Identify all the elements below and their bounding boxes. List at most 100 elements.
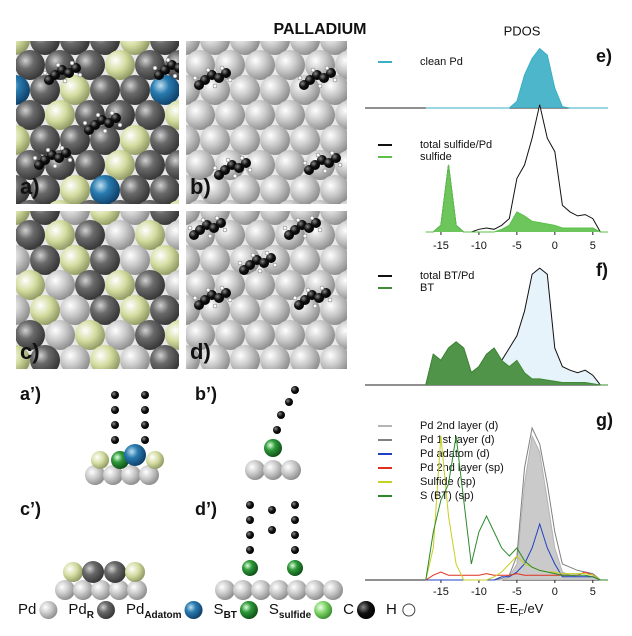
atom (15, 295, 30, 325)
atom (52, 163, 58, 169)
atom (32, 155, 38, 161)
atom (268, 526, 276, 534)
legend-label: H (386, 601, 397, 618)
atom (260, 210, 290, 225)
atom (305, 320, 335, 350)
atom (135, 0, 165, 30)
atom (263, 460, 283, 480)
atom (90, 125, 120, 155)
atom (264, 250, 270, 256)
atom (0, 200, 15, 230)
legend-label: total BT/Pd (420, 270, 474, 282)
atom (245, 270, 275, 300)
atom (350, 125, 380, 155)
atom (55, 62, 61, 68)
atom (227, 297, 233, 303)
atom (278, 200, 302, 205)
atom (30, 125, 60, 155)
atom (222, 227, 228, 233)
atom (150, 175, 180, 205)
atom (237, 260, 243, 266)
atom (338, 200, 348, 205)
atom (141, 436, 149, 444)
legend-label: Pd adatom (d) (420, 448, 490, 460)
atom (18, 200, 42, 205)
atom (105, 270, 135, 300)
atom (135, 100, 165, 130)
atom (312, 303, 318, 309)
atom (205, 67, 211, 73)
atom (90, 295, 120, 325)
atom (121, 465, 141, 485)
atom (185, 150, 215, 180)
panel-label: c’) (20, 499, 41, 519)
atom (185, 50, 215, 80)
atom (120, 40, 150, 55)
atom (15, 270, 45, 300)
atom (264, 439, 282, 457)
atom (138, 200, 162, 205)
atom (63, 562, 83, 582)
legend-label: Ssulfide (269, 601, 312, 621)
atom (305, 580, 325, 600)
atom (239, 155, 245, 161)
atom (78, 200, 102, 205)
atom (45, 270, 75, 300)
atom (246, 501, 254, 509)
atom (275, 100, 305, 130)
atom (320, 125, 348, 155)
atom (200, 125, 230, 155)
atom (335, 320, 348, 350)
atom (141, 391, 149, 399)
atom (30, 245, 60, 275)
atom (90, 75, 120, 105)
atom (125, 562, 145, 582)
atom (294, 300, 304, 310)
atom (335, 50, 348, 80)
atom (185, 210, 200, 225)
atom (260, 75, 290, 105)
atom (184, 601, 203, 619)
atom (15, 245, 30, 275)
pdos-plots: PDOS e) clean Pd -15 -10 -5 0 5 total sulfide/Pd… (365, 23, 613, 618)
atom (275, 150, 305, 180)
atom (320, 245, 348, 275)
atom (315, 152, 321, 158)
structure-images (0, 0, 395, 600)
pdos-curve (425, 522, 608, 581)
atom (75, 270, 105, 300)
legend-label: clean Pd (420, 56, 463, 68)
atom (30, 175, 60, 205)
atom (299, 80, 309, 90)
atom (248, 200, 272, 205)
atom (120, 125, 150, 155)
atom (60, 75, 90, 105)
atom (314, 293, 324, 303)
atom (320, 210, 348, 225)
atom-legend: Pd PdR PdAdatom SBT Ssulfide C H (18, 601, 416, 621)
atom (215, 0, 245, 30)
atom (290, 40, 320, 55)
atom (165, 100, 180, 130)
atom (327, 297, 333, 303)
atom (108, 200, 132, 205)
legend-label: PdR (68, 601, 94, 621)
atom (365, 0, 395, 30)
atom (247, 167, 253, 173)
atom (287, 560, 303, 576)
atom (42, 70, 48, 76)
atom (90, 245, 120, 275)
atom (109, 110, 115, 116)
atom (305, 287, 311, 293)
pdos-curve (425, 435, 608, 581)
atom (310, 67, 316, 73)
atom (324, 65, 330, 71)
atom (192, 75, 198, 81)
atom (105, 220, 135, 250)
legend-text: C (343, 601, 354, 618)
structure-panel (185, 0, 395, 205)
atom (0, 0, 15, 30)
plot-title: PDOS (504, 23, 541, 38)
side-view (85, 391, 164, 485)
atom (60, 175, 90, 205)
